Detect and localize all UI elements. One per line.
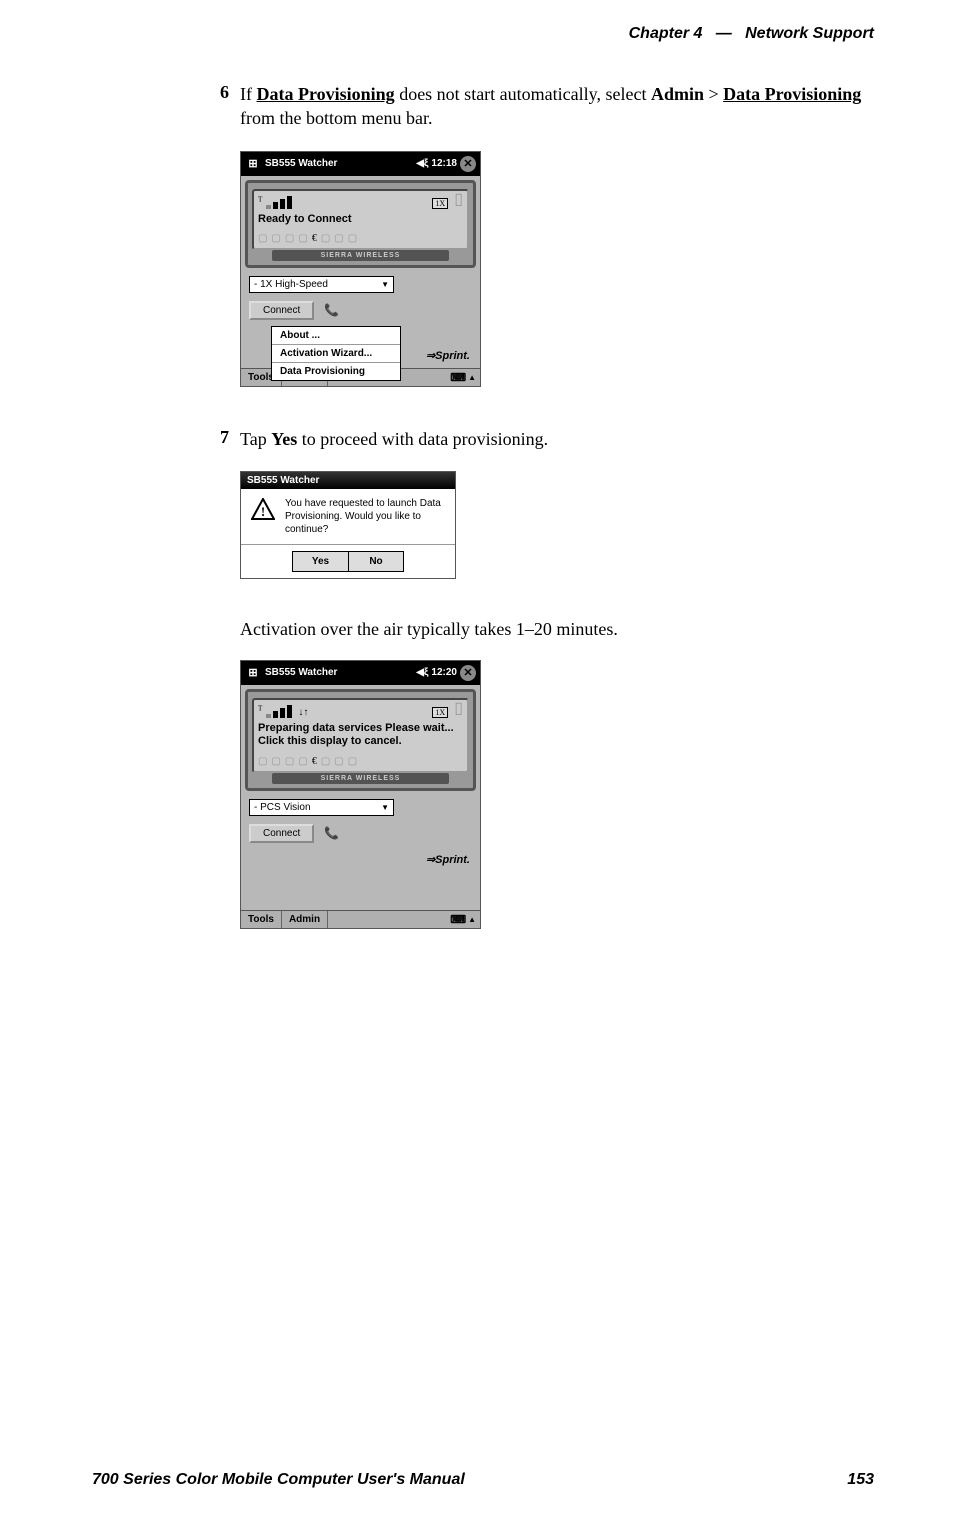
status-text: Ready to Connect [258,213,463,225]
step-6: 6 If Data Provisioning does not start au… [220,82,880,131]
start-icon[interactable]: ⊞ [245,156,261,172]
step-text: Tap Yes to proceed with data provisionin… [240,427,548,451]
admin-menu: About ... Activation Wizard... Data Prov… [271,326,401,381]
sierra-label: SIERRA WIRELESS [272,773,449,784]
up-arrow-icon[interactable]: ▲ [468,915,476,924]
bold-term: Admin [651,84,704,104]
tools-menu[interactable]: Tools [241,911,282,928]
footer-title: 700 Series Color Mobile Computer User's … [92,1471,465,1489]
up-arrow-icon[interactable]: ▲ [468,373,476,382]
bold-term: Data Provisioning [723,84,861,104]
chevron-down-icon: ▼ [381,803,389,812]
mode-icon: 1X [432,707,448,718]
step-text: If Data Provisioning does not start auto… [240,82,880,131]
device-inner: ᵀ ↓↑ 1X ▯ Preparing data services Please… [252,698,469,773]
activation-note: Activation over the air typically takes … [240,619,880,640]
main-content: 6 If Data Provisioning does not start au… [220,82,880,969]
page-number: 153 [847,1471,874,1489]
step-number: 6 [220,82,240,131]
chevron-down-icon: ▼ [381,280,389,289]
bottom-bar-right: ⌨ ▲ [446,911,480,928]
page-header: Chapter 4 — Network Support [629,25,874,43]
mode-icon: 1X [432,198,448,209]
connection-dropdown[interactable]: - 1X High-Speed ▼ [249,276,394,293]
antenna-icon: ᵀ [258,703,262,718]
page-footer: 700 Series Color Mobile Computer User's … [92,1471,874,1489]
connection-dropdown[interactable]: - PCS Vision ▼ [249,799,394,816]
dialog-body: ! You have requested to launch Data Prov… [241,489,455,545]
dialog-title: SB555 Watcher [241,472,455,489]
titlebar: ⊞ SB555 Watcher ◀ξ 12:20 ✕ [241,661,480,685]
chapter-title: Network Support [745,25,874,42]
menu-activation-wizard[interactable]: Activation Wizard... [272,345,400,363]
close-icon[interactable]: ✕ [460,665,476,681]
step-number: 7 [220,427,240,451]
signal-indicator: ᵀ 1X ▯ [258,195,463,209]
svg-text:!: ! [261,504,265,519]
connect-row: Connect 📞 [249,301,472,320]
bold-term: Data Provisioning [257,84,395,104]
keyboard-icon[interactable]: ⌨ [450,371,466,384]
dropdown-value: - PCS Vision [254,802,311,813]
device-screen: ᵀ 1X ▯ Ready to Connect ▢▢▢▢ € ▢▢▢ SIERR… [245,180,476,268]
start-icon[interactable]: ⊞ [245,665,261,681]
clock: 12:18 [431,158,457,169]
no-button[interactable]: No [348,551,404,572]
bottom-bar-right: ⌨ ▲ [446,369,480,386]
dialog-screenshot: SB555 Watcher ! You have requested to la… [240,471,456,579]
watcher-screenshot-1: ⊞ SB555 Watcher ◀ξ 12:18 ✕ ᵀ 1X ▯ [240,151,481,387]
sound-icon[interactable]: ◀ξ [416,158,428,169]
yes-button[interactable]: Yes [292,551,348,572]
clock: 12:20 [431,667,457,678]
dialog-buttons: Yes No [241,545,455,578]
step-7: 7 Tap Yes to proceed with data provision… [220,427,880,451]
window-title: SB555 Watcher [265,158,416,169]
dialog-message: You have requested to launch Data Provis… [285,497,447,536]
sprint-logo: ⇒Sprint. [241,853,480,866]
chapter-label: Chapter 4 [629,25,703,42]
alert-icon: ! [249,497,277,521]
titlebar-right: ◀ξ 12:20 ✕ [416,665,476,681]
titlebar: ⊞ SB555 Watcher ◀ξ 12:18 ✕ [241,152,480,176]
window-title: SB555 Watcher [265,667,416,678]
bottom-menu-bar: Tools Admin ⌨ ▲ [241,910,480,928]
header-separator: — [707,25,741,42]
phone-icon[interactable]: 📞 [324,303,339,318]
phone-icon[interactable]: 📞 [324,826,339,841]
status-text: Preparing data services Please wait... C… [258,722,463,748]
battery-icon: ▯ [454,698,463,718]
bold-term: Yes [271,429,297,449]
titlebar-right: ◀ξ 12:18 ✕ [416,156,476,172]
device-inner: ᵀ 1X ▯ Ready to Connect ▢▢▢▢ € ▢▢▢ [252,189,469,250]
device-screen: ᵀ ↓↑ 1X ▯ Preparing data services Please… [245,689,476,791]
menu-data-provisioning[interactable]: Data Provisioning [272,363,400,380]
connect-row: Connect 📞 [249,824,472,843]
watcher-screenshot-2: ⊞ SB555 Watcher ◀ξ 12:20 ✕ ᵀ ↓↑ 1X [240,660,481,929]
icon-row: ▢▢▢▢ € ▢▢▢ [258,756,463,767]
sierra-label: SIERRA WIRELESS [272,250,449,261]
data-transfer-icon: ↓↑ [298,707,308,718]
menu-about[interactable]: About ... [272,327,400,345]
sound-icon[interactable]: ◀ξ [416,667,428,678]
signal-indicator: ᵀ ↓↑ 1X ▯ [258,704,463,718]
admin-menu-button[interactable]: Admin [282,911,328,928]
close-icon[interactable]: ✕ [460,156,476,172]
connect-button[interactable]: Connect [249,301,314,320]
battery-icon: ▯ [454,189,463,209]
keyboard-icon[interactable]: ⌨ [450,913,466,926]
icon-row: ▢▢▢▢ € ▢▢▢ [258,233,463,244]
antenna-icon: ᵀ [258,194,262,209]
dropdown-value: - 1X High-Speed [254,279,328,290]
connect-button[interactable]: Connect [249,824,314,843]
